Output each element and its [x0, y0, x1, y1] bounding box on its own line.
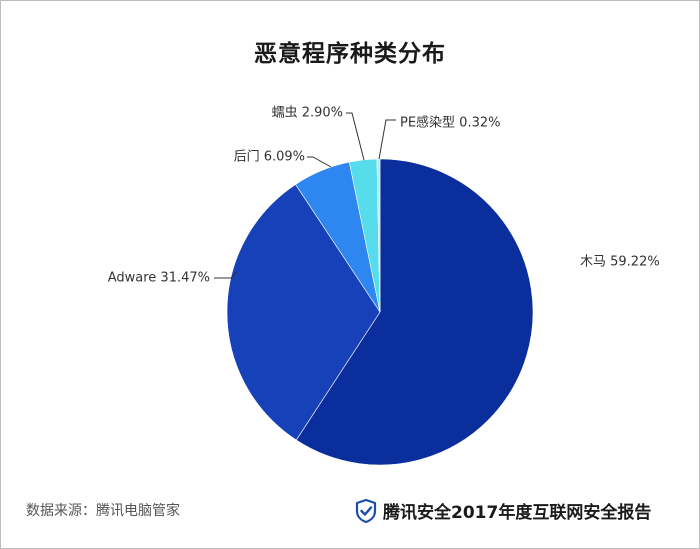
leader-line-4 [346, 112, 365, 161]
leader-line-5 [378, 119, 396, 160]
slice-labels: 木马 59.22% Adware 31.47% 后门 6.09% 蠕虫 2.90% PE… [108, 106, 660, 286]
leader-lines [214, 112, 396, 279]
pie-slice-5 [376, 158, 381, 313]
brand-text: 腾讯安全2017年度互联网安全报告 [383, 503, 652, 523]
pie-slices [226, 158, 534, 466]
source-note: 数据来源：腾讯电脑管家 [26, 503, 180, 519]
slice-label-5: PE感染型 0.32% [400, 115, 500, 131]
brand-footer: 腾讯安全2017年度互联网安全报告 [355, 498, 651, 523]
slice-label-1: 木马 59.22% [580, 255, 660, 270]
slice-label-4: 蠕虫 2.90% [272, 106, 343, 121]
pie-slice-1 [295, 158, 534, 466]
pie-slice-2 [226, 184, 381, 441]
chart-title: 恶意程序种类分布 [254, 41, 446, 67]
leader-line-2 [214, 271, 238, 279]
leader-line-3 [307, 156, 332, 168]
slice-label-3: 后门 6.09% [234, 150, 305, 165]
shield-check-icon [355, 498, 377, 523]
slice-label-2: Adware 31.47% [108, 271, 210, 286]
